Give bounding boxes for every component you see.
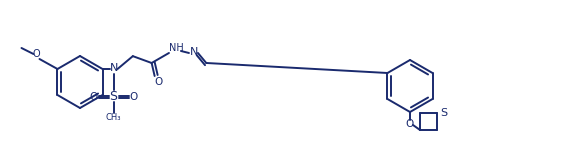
Text: N: N <box>110 63 119 73</box>
Text: CH₃: CH₃ <box>106 113 121 123</box>
Text: N: N <box>190 47 198 57</box>
Text: O: O <box>89 92 98 102</box>
Text: S: S <box>440 108 448 118</box>
Text: O: O <box>406 119 414 129</box>
Text: O: O <box>33 49 40 59</box>
Text: O: O <box>130 92 137 102</box>
Text: NH: NH <box>169 43 183 53</box>
Text: S: S <box>110 91 118 103</box>
Text: O: O <box>154 77 163 87</box>
